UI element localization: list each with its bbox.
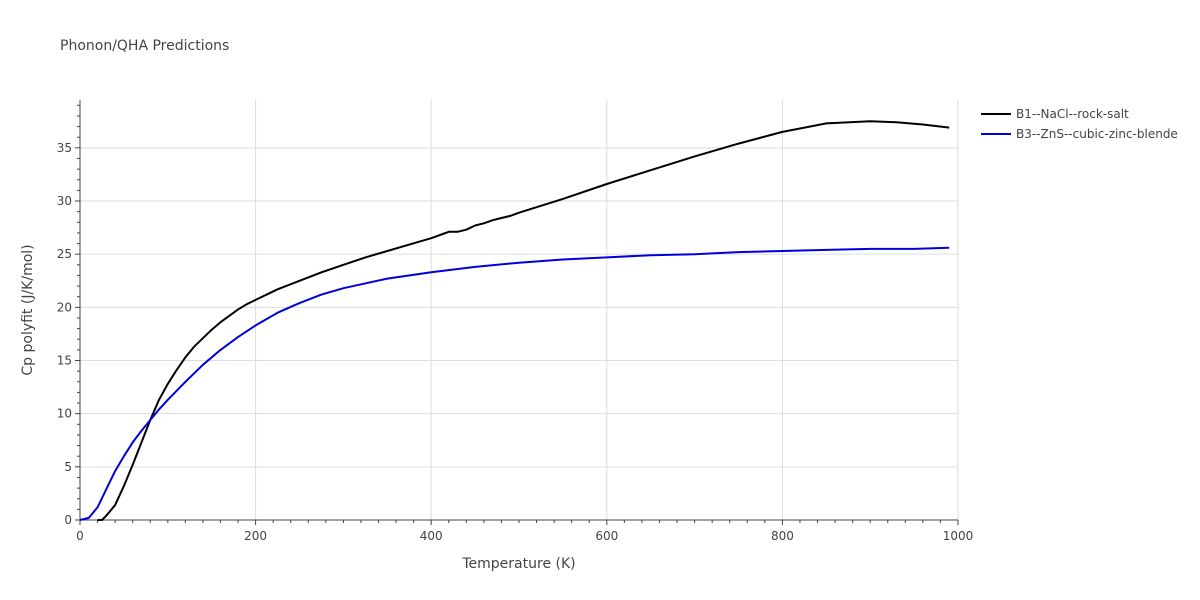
legend[interactable]: B1--NaCl--rock-salt B3--ZnS--cubic-zinc-b… bbox=[981, 107, 1178, 141]
x-tick-label: 200 bbox=[244, 529, 267, 543]
legend-label: B1--NaCl--rock-salt bbox=[1016, 107, 1129, 121]
y-tick-label: 15 bbox=[57, 354, 72, 368]
x-tick-label: 600 bbox=[595, 529, 618, 543]
y-axis-title: Cp polyfit (J/K/mol) bbox=[20, 244, 36, 375]
x-tick-label: 0 bbox=[76, 529, 84, 543]
x-tick-label: 800 bbox=[771, 529, 794, 543]
x-tick-label: 1000 bbox=[943, 529, 974, 543]
y-tick-label: 5 bbox=[64, 460, 72, 474]
x-tick-label: 400 bbox=[420, 529, 443, 543]
y-tick-label: 35 bbox=[57, 141, 72, 155]
series-line-1 bbox=[79, 246, 950, 521]
y-tick-label: 10 bbox=[57, 407, 72, 421]
y-tick-label: 0 bbox=[64, 513, 72, 527]
series-line-0 bbox=[97, 120, 950, 521]
legend-label: B3--ZnS--cubic-zinc-blende bbox=[1016, 127, 1178, 141]
legend-item-0[interactable]: B1--NaCl--rock-salt bbox=[981, 107, 1129, 121]
plot-area bbox=[79, 120, 950, 521]
grid bbox=[80, 100, 959, 520]
chart-title: Phonon/QHA Predictions bbox=[60, 38, 229, 54]
axes: 0 200 400 600 800 1000 0 5 10 15 20 25 30 35 bbox=[57, 100, 974, 543]
y-tick-label: 20 bbox=[57, 300, 72, 314]
x-axis-title: Temperature (K) bbox=[461, 556, 575, 572]
y-tick-label: 30 bbox=[57, 194, 72, 208]
legend-item-1[interactable]: B3--ZnS--cubic-zinc-blende bbox=[981, 127, 1178, 141]
y-tick-label: 25 bbox=[57, 247, 72, 261]
